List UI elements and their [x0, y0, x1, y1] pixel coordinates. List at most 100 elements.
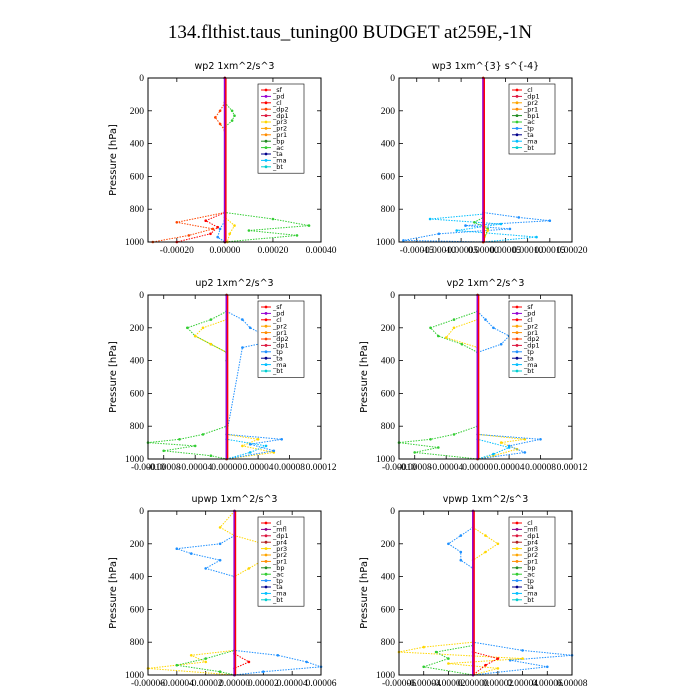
y-tick-label: 600 [381, 605, 396, 615]
x-tick-label: -0.00015 [400, 246, 434, 256]
legend-marker [515, 566, 519, 570]
series-point [241, 318, 244, 321]
legend-label: _ma [523, 590, 538, 598]
series-point [276, 654, 280, 657]
x-tick-label: -0.00010 [382, 463, 416, 473]
series-point [447, 542, 450, 546]
legend-label: _ma [272, 590, 287, 598]
legend-label: _ma [523, 137, 538, 145]
legend-marker [264, 88, 268, 92]
legend-marker [515, 305, 519, 309]
series-point [264, 444, 268, 448]
legend-label: _ta [523, 583, 534, 591]
x-tick-label: 0.00000 [462, 463, 493, 473]
legend: _sf_pd_cl_pr2_pr1_dp2_dp1_tp_ta_ma_bt [508, 300, 556, 378]
y-tick-label: 800 [381, 205, 396, 215]
series-point [459, 558, 463, 562]
x-tick-label: 0.00006 [532, 679, 563, 689]
legend-marker [264, 101, 268, 105]
x-tick-label: 0.00008 [525, 463, 556, 473]
legend-label: _dp1 [523, 93, 540, 101]
series-point [307, 224, 311, 227]
legend-marker [515, 528, 519, 531]
x-tick-label: 0.00000 [219, 679, 250, 689]
series-point [190, 654, 193, 657]
legend-marker [515, 592, 519, 595]
x-tick-label: -0.00004 [160, 679, 194, 689]
y-tick-label: 200 [381, 540, 396, 550]
plot-frame [147, 510, 322, 676]
series-point [447, 662, 450, 665]
legend-marker [264, 553, 268, 557]
legend-label: _ac [272, 144, 284, 152]
legend-marker [264, 165, 268, 169]
legend-marker [264, 159, 268, 162]
legend-label: _pd [272, 93, 285, 101]
legend-marker [264, 312, 268, 315]
y-tick-label: 0 [390, 291, 395, 301]
y-axis-label: Pressure [hPa] [108, 557, 119, 629]
series-point [496, 657, 500, 660]
x-tick-label: -0.00004 [178, 463, 212, 473]
x-tick-label: -0.00002 [431, 679, 465, 689]
legend-label: _dp1 [272, 532, 289, 540]
plot-frame [398, 294, 573, 460]
y-axis-label: Pressure [hPa] [359, 557, 370, 629]
legend-label: _pr4 [523, 538, 538, 546]
series-point [523, 438, 527, 441]
series-point [162, 449, 165, 453]
series-line [226, 295, 282, 460]
legend-marker [515, 369, 519, 373]
series-point [216, 235, 219, 239]
series-point [201, 326, 205, 330]
series-point [521, 657, 524, 660]
x-tick-label: 0.00010 [512, 246, 543, 256]
series-point [187, 234, 191, 237]
legend-marker [515, 146, 519, 150]
legend-marker [515, 350, 519, 354]
legend-marker [264, 133, 268, 137]
y-tick-label: 200 [130, 540, 145, 550]
legend-marker [264, 331, 268, 334]
legend-marker [264, 337, 268, 341]
series-point [464, 224, 467, 227]
legend-label: _mfl [523, 526, 538, 534]
legend-label: _bt [272, 367, 283, 375]
series-point [218, 109, 222, 113]
legend-marker [264, 305, 268, 309]
panel-4: vp2 1xm^2/s^3 Pressure [hPa] 0 200 400 600 800… [359, 278, 588, 473]
y-tick-label: 0 [139, 74, 144, 84]
legend-label: _ta [272, 354, 283, 362]
series-point [499, 441, 503, 444]
legend-label: _ac [523, 570, 535, 578]
series-point [228, 232, 231, 236]
series-point [535, 235, 538, 239]
series-point [256, 438, 260, 441]
series-point [193, 334, 197, 338]
series-point [218, 122, 222, 126]
panel-5: upwp 1xm^2/s^3 Pressure [hPa] 0 200 400 600 80… [108, 494, 337, 689]
legend-label: _pr2 [523, 322, 538, 330]
legend-marker [515, 521, 519, 525]
panel-6: vpwp 1xm^2/s^3 Pressure [hPa] 0 200 400 600 80… [359, 494, 588, 689]
series-point [248, 451, 252, 454]
legend-marker [264, 318, 268, 322]
series-point [507, 446, 511, 449]
series-point [429, 326, 432, 330]
legend-label: _sf [523, 303, 534, 311]
plot-frame [398, 77, 573, 243]
figure-title: 134.flthist.taus_tuning00 BUDGET at259E,… [168, 22, 533, 43]
legend-label: _dp2 [523, 335, 540, 343]
series-point [484, 663, 487, 667]
y-tick-label: 800 [130, 422, 145, 432]
series-point [218, 542, 222, 546]
y-tick-label: 800 [381, 638, 396, 648]
x-tick-label: -0.00020 [160, 246, 194, 256]
legend-label: _ta [272, 150, 283, 158]
series-point [447, 657, 450, 660]
legend-label: _dp2 [272, 335, 289, 343]
legend-label: _dp1 [523, 342, 540, 350]
series-point [548, 219, 552, 222]
series-point [247, 567, 251, 570]
series-point [434, 650, 438, 654]
